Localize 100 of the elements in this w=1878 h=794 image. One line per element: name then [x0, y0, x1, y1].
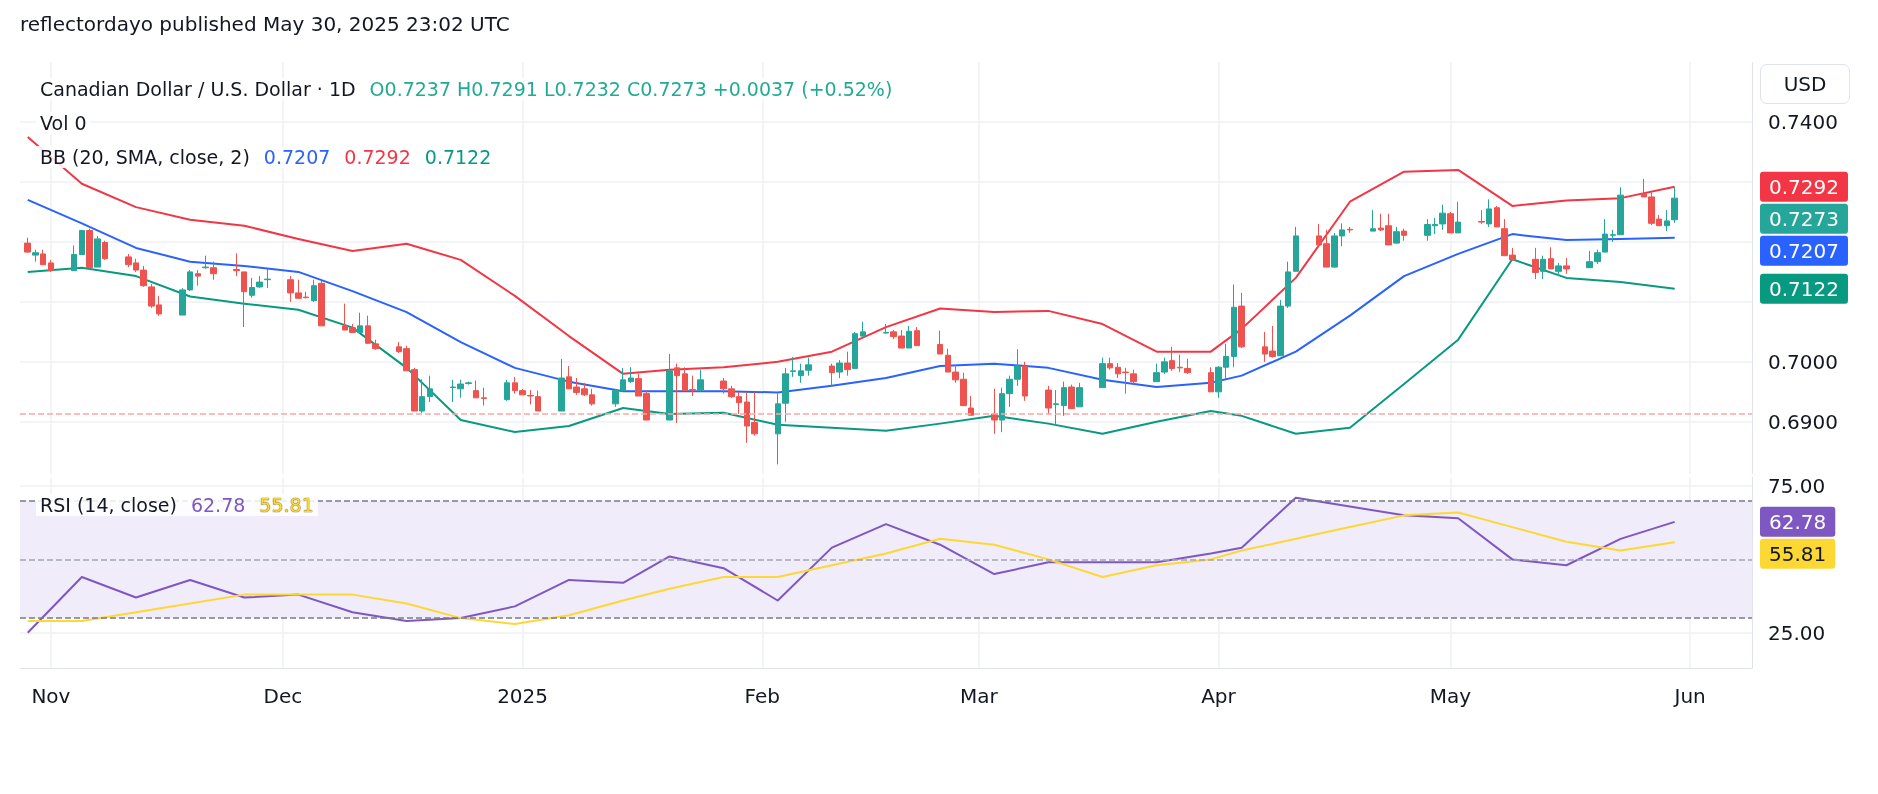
candlestick: [937, 330, 943, 355]
annotation: BB (20, SMA, close, 2): [40, 146, 250, 168]
candlestick: [233, 252, 240, 277]
text: 0.7207: [1769, 238, 1839, 263]
candlestick: [1169, 346, 1175, 372]
candlestick: [427, 375, 433, 403]
x-tick-label: Nov: [31, 684, 71, 708]
annotation: O0.7237 H0.7291 L0.7232 C0.7273 +0.0037 (+0.52%): [369, 78, 893, 100]
candlestick: [1107, 357, 1113, 371]
candlestick: [1068, 384, 1075, 410]
candlestick: [210, 261, 217, 281]
candlestick: [666, 353, 673, 421]
candlestick: [1370, 209, 1376, 232]
candlestick: [357, 312, 363, 335]
candlestick: [311, 279, 317, 303]
candlestick: [1130, 369, 1137, 385]
candlestick: [1455, 201, 1461, 234]
candlestick: [1393, 226, 1400, 245]
annotation: Vol 0: [36, 112, 91, 134]
candlestick: [504, 379, 510, 402]
candlestick: [473, 379, 479, 399]
candlestick: [883, 323, 889, 335]
candlestick: [1238, 292, 1245, 349]
candlestick: [914, 326, 920, 347]
candlestick: [1045, 385, 1052, 415]
candlestick: [1671, 186, 1678, 224]
candlestick: [1053, 389, 1059, 427]
annotation: 55.81: [259, 494, 314, 516]
candlestick: [481, 387, 487, 407]
candlestick: [1293, 226, 1299, 272]
candlestick: [1076, 382, 1083, 408]
text: 62.78: [1769, 509, 1827, 534]
x-tick-label: Feb: [744, 684, 780, 708]
candlestick: [836, 359, 843, 379]
candlestick: [1022, 361, 1028, 402]
candlestick: [1494, 205, 1500, 228]
x-tick-label: Apr: [1201, 684, 1237, 708]
text: RSI (14, close): [40, 494, 177, 516]
candlestick: [241, 271, 247, 328]
candlestick: [1231, 283, 1237, 368]
candlestick: [71, 245, 77, 272]
line-series: [26, 198, 1676, 394]
y-tick-label: 0.7000: [1768, 349, 1838, 374]
candlestick: [32, 249, 39, 263]
candlestick: [40, 249, 46, 266]
candlestick: [852, 331, 858, 369]
candlestick: [1563, 257, 1570, 275]
text: 0.7122: [1769, 276, 1839, 301]
candlestick: [558, 358, 565, 412]
candlestick: [1401, 228, 1407, 242]
line-series: [26, 135, 1676, 375]
candlestick: [86, 228, 93, 270]
candlestick: [195, 269, 201, 287]
candlestick: [1208, 366, 1214, 393]
candlestick: [202, 255, 209, 270]
candlestick: [1532, 247, 1539, 280]
x-tick-label: Dec: [263, 684, 303, 708]
candlestick: [968, 395, 974, 416]
candlestick: [1478, 209, 1485, 225]
candlestick: [1486, 198, 1492, 228]
candlestick: [1664, 209, 1670, 232]
candlestick: [697, 369, 704, 393]
candlestick: [264, 268, 271, 289]
x-tick-label: Jun: [1672, 684, 1706, 708]
candlestick: [1061, 381, 1067, 417]
candlestick: [1347, 226, 1353, 234]
candlestick: [94, 235, 101, 268]
line-series: [26, 496, 1676, 634]
chart-title: reflectordayo published May 30, 2025 23:02 UTC: [20, 12, 510, 36]
candlestick: [844, 351, 851, 377]
annotation: 0.7292: [344, 146, 411, 168]
text: Canadian Dollar / U.S. Dollar · 1D: [40, 78, 356, 100]
candlestick: [829, 363, 835, 387]
x-tick-label: Mar: [959, 684, 999, 708]
candlestick: [906, 325, 912, 349]
x-tick-label: 2025: [497, 684, 549, 708]
x-tick-label: May: [1429, 684, 1472, 708]
line-series: [26, 258, 1676, 435]
y-tick-label: 25.00: [1768, 620, 1826, 645]
annotation: 0.7122: [424, 146, 492, 168]
text: 0.7273: [1769, 206, 1839, 231]
text: USD: [1760, 64, 1850, 104]
y-tick-label: 0.6900: [1768, 409, 1838, 434]
candlestick: [790, 356, 796, 378]
annotation: 62.78: [190, 494, 246, 516]
candlestick: [1548, 246, 1554, 270]
y-tick-label: 75.00: [1768, 474, 1826, 498]
candlestick: [860, 321, 866, 338]
y-tick-label: 0.7400: [1768, 109, 1838, 134]
candlestick: [48, 259, 54, 273]
candlestick: [102, 240, 108, 261]
candlestick: [674, 363, 680, 424]
annotation: 0.7207: [263, 146, 331, 168]
candlestick: [1555, 262, 1562, 277]
text: 55.81: [1769, 541, 1827, 566]
candlestick: [1540, 255, 1546, 280]
candlestick: [1099, 357, 1106, 389]
candlestick: [1447, 211, 1454, 234]
candlestick: [24, 237, 31, 254]
candlestick: [628, 366, 634, 384]
